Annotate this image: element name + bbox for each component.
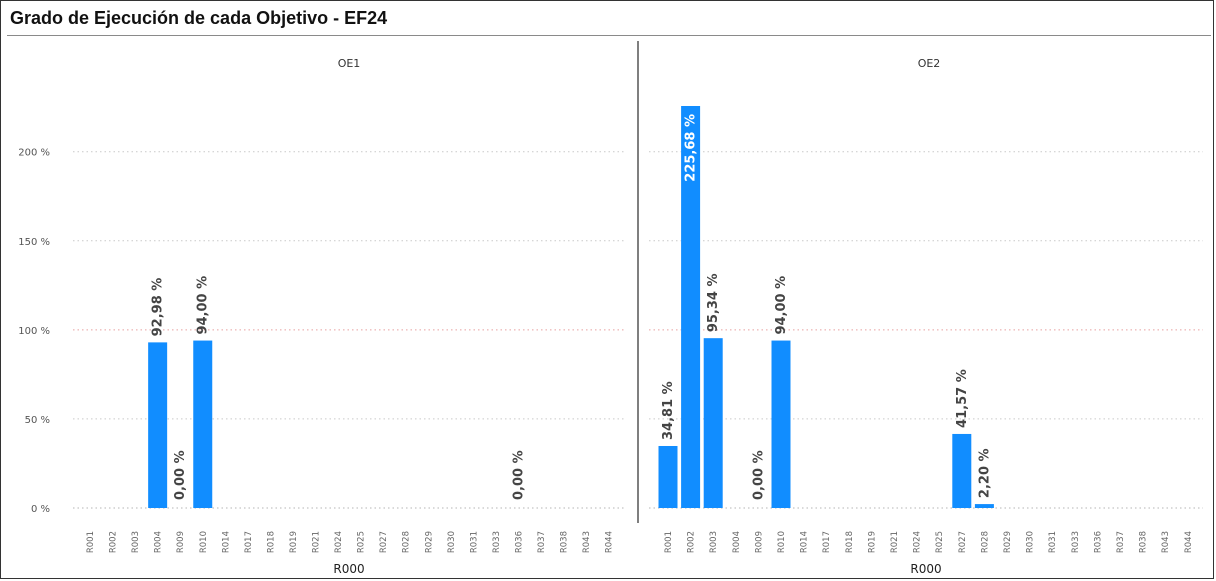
bar xyxy=(148,342,168,508)
x-tick-label: R002 xyxy=(109,531,119,553)
data-label: 34,81 % xyxy=(661,381,676,440)
x-tick-label: R018 xyxy=(845,531,855,553)
y-tick-label: 50 % xyxy=(25,415,50,426)
x-tick-label: R018 xyxy=(266,531,276,553)
x-tick-label: R017 xyxy=(822,531,832,553)
x-tick-label: R021 xyxy=(312,531,322,553)
x-tick-label: R044 xyxy=(605,531,615,553)
x-tick-label: R036 xyxy=(514,531,524,553)
x-tick-label: R037 xyxy=(537,531,547,553)
x-tick-label: R030 xyxy=(1026,531,1036,553)
bar xyxy=(658,445,678,508)
x-tick-label: R027 xyxy=(958,531,968,553)
bar xyxy=(952,433,972,508)
x-tick-label: R033 xyxy=(1071,531,1081,553)
x-tick-label: R043 xyxy=(582,531,592,553)
x-tick-label: R004 xyxy=(732,531,742,553)
bar xyxy=(681,106,701,508)
x-tick-label: R038 xyxy=(560,531,570,553)
bar xyxy=(974,504,994,508)
x-tick-label: R027 xyxy=(379,531,389,553)
x-tick-label: R031 xyxy=(469,531,479,553)
x-tick-label: R019 xyxy=(867,531,877,553)
x-axis-title: R000 xyxy=(910,562,941,576)
y-tick-label: 150 % xyxy=(18,237,50,248)
x-tick-label: R014 xyxy=(800,531,810,553)
x-tick-label: R043 xyxy=(1161,531,1171,553)
x-tick-label: R030 xyxy=(447,531,457,553)
x-tick-label: R019 xyxy=(289,531,299,553)
bar xyxy=(703,338,723,508)
bar xyxy=(771,340,791,508)
data-label: 0,00 % xyxy=(173,450,188,500)
x-tick-label: R010 xyxy=(199,531,209,553)
data-label: 41,57 % xyxy=(955,369,970,428)
x-tick-label: R014 xyxy=(221,531,231,553)
title-divider xyxy=(7,35,1211,36)
x-tick-label: R028 xyxy=(980,531,990,553)
x-tick-label: R003 xyxy=(131,531,141,553)
x-tick-label: R029 xyxy=(1003,531,1013,553)
data-label: 0,00 % xyxy=(511,450,526,500)
x-tick-label: R017 xyxy=(244,531,254,553)
x-axis-title: R000 xyxy=(333,562,364,576)
x-tick-label: R009 xyxy=(754,531,764,553)
y-tick-label: 200 % xyxy=(18,148,50,159)
data-label: 225,68 % xyxy=(684,114,699,182)
y-tick-label: 100 % xyxy=(18,326,50,337)
x-tick-label: R025 xyxy=(357,531,367,553)
chart-title: Grado de Ejecución de cada Objetivo - EF… xyxy=(10,8,388,28)
x-tick-label: R037 xyxy=(1116,531,1126,553)
x-tick-label: R021 xyxy=(890,531,900,553)
x-tick-label: R029 xyxy=(424,531,434,553)
y-tick-label: 0 % xyxy=(31,504,50,515)
data-label: 92,98 % xyxy=(151,278,166,337)
x-tick-label: R010 xyxy=(777,531,787,553)
x-tick-label: R044 xyxy=(1184,531,1194,553)
x-tick-label: R002 xyxy=(687,531,697,553)
x-tick-label: R004 xyxy=(154,531,164,553)
x-tick-label: R009 xyxy=(176,531,186,553)
x-tick-label: R038 xyxy=(1139,531,1149,553)
x-tick-label: R024 xyxy=(913,531,923,553)
x-tick-label: R001 xyxy=(86,531,96,553)
x-tick-label: R033 xyxy=(492,531,502,553)
data-label: 95,34 % xyxy=(706,274,721,333)
x-tick-label: R036 xyxy=(1093,531,1103,553)
data-label: 2,20 % xyxy=(977,448,992,498)
panel-title: OE1 xyxy=(338,57,361,70)
bar xyxy=(193,340,213,508)
x-tick-label: R003 xyxy=(709,531,719,553)
data-label: 94,00 % xyxy=(196,276,211,335)
x-tick-label: R025 xyxy=(935,531,945,553)
panel-title: OE2 xyxy=(918,57,941,70)
data-label: 94,00 % xyxy=(774,276,789,335)
data-label: 0,00 % xyxy=(751,450,766,500)
x-tick-label: R024 xyxy=(334,531,344,553)
x-tick-label: R028 xyxy=(402,531,412,553)
x-tick-label: R031 xyxy=(1048,531,1058,553)
x-tick-label: R001 xyxy=(664,531,674,553)
